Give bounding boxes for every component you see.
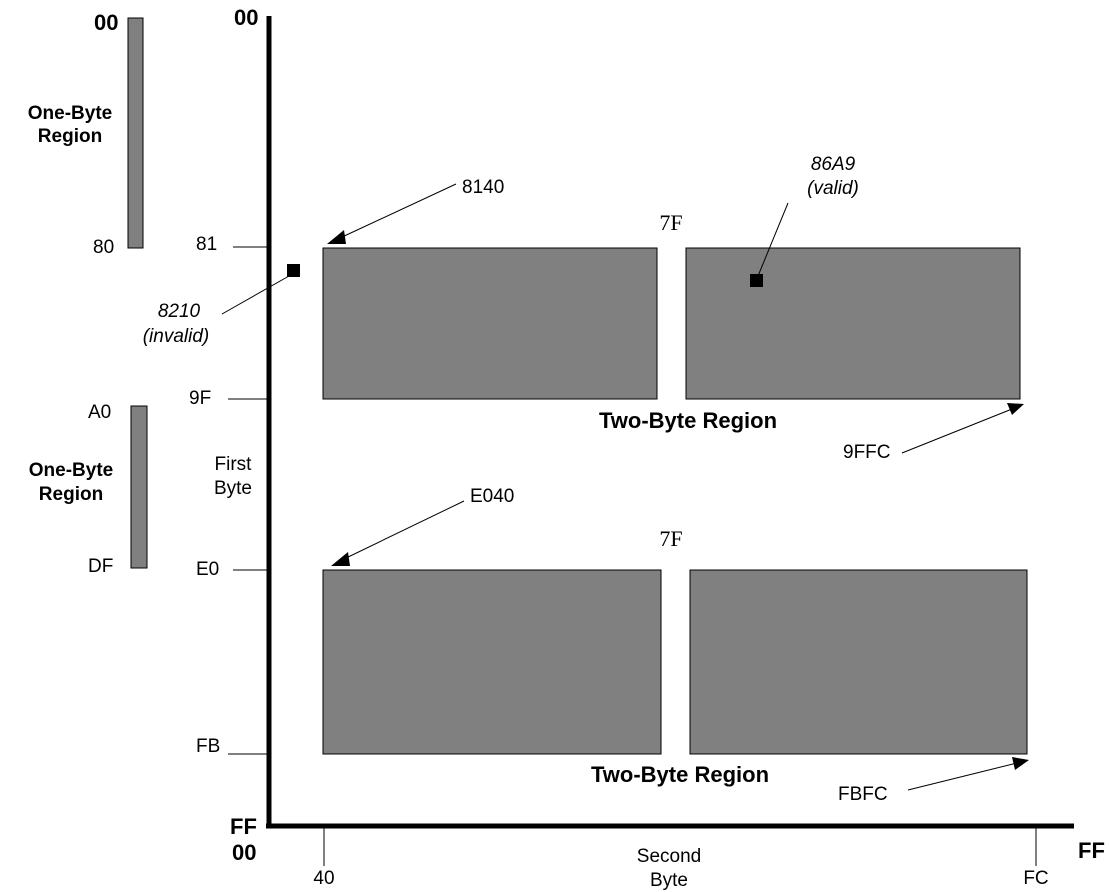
x-axis-origin-label: 00 bbox=[232, 840, 256, 865]
x-axis-title-line2: Byte bbox=[650, 870, 688, 891]
label-fbfc: FBFC bbox=[838, 784, 888, 805]
valid-point-code: 86A9 bbox=[811, 154, 856, 175]
arrow-8140-line bbox=[339, 183, 457, 239]
arrow-fbfc-head bbox=[1012, 757, 1029, 770]
two-byte-lower-right-block bbox=[689, 569, 1028, 755]
y-tick-label-9f: 9F bbox=[189, 388, 211, 409]
arrow-fbfc-line bbox=[907, 762, 1018, 791]
two-byte-lower-left-block bbox=[322, 569, 662, 755]
one-byte-upper-label-line1: One-Byte bbox=[28, 103, 112, 124]
invalid-point-marker bbox=[287, 264, 300, 277]
y-tick-label-e0: E0 bbox=[196, 559, 219, 580]
lower-gap-label-7f: 7F bbox=[659, 526, 682, 551]
label-e040: E040 bbox=[470, 486, 514, 507]
upper-two-byte-region-label: Two-Byte Region bbox=[599, 408, 777, 433]
one-byte-upper-bottom-label: 80 bbox=[93, 237, 114, 258]
arrow-8140-head bbox=[327, 230, 346, 244]
upper-gap-label-7f: 7F bbox=[659, 210, 682, 235]
x-tick-label-fc: FC bbox=[1023, 868, 1048, 889]
two-byte-upper-right-block bbox=[685, 247, 1021, 400]
valid-point-marker bbox=[750, 274, 763, 287]
label-8140: 8140 bbox=[462, 177, 504, 198]
x-tick-label-40: 40 bbox=[313, 868, 334, 889]
valid-point-status: (valid) bbox=[807, 178, 859, 199]
one-byte-upper-label-line2: Region bbox=[38, 126, 102, 147]
one-byte-region-lower-bar bbox=[130, 405, 148, 569]
arrow-9ffc-line bbox=[901, 408, 1013, 454]
y-axis-title-line1: First bbox=[215, 454, 253, 475]
x-axis-end-label: FF bbox=[1078, 838, 1105, 863]
y-tick-label-81: 81 bbox=[196, 234, 217, 255]
arrow-e040-head bbox=[331, 552, 350, 566]
y-axis-origin-label: 00 bbox=[234, 5, 258, 30]
one-byte-lower-bottom-label: DF bbox=[88, 556, 113, 577]
invalid-point-status: (invalid) bbox=[143, 326, 210, 347]
label-9ffc: 9FFC bbox=[843, 442, 891, 463]
y-axis-title-line2: Byte bbox=[214, 478, 252, 499]
arrow-9ffc-head bbox=[1007, 403, 1024, 415]
lower-two-byte-region-label: Two-Byte Region bbox=[591, 762, 769, 787]
one-byte-upper-top-label: 00 bbox=[94, 10, 118, 35]
x-axis-title-line1: Second bbox=[637, 846, 701, 867]
invalid-point-code: 8210 bbox=[158, 301, 201, 322]
two-byte-upper-left-block bbox=[322, 247, 658, 400]
one-byte-lower-top-label: A0 bbox=[88, 402, 111, 423]
one-byte-region-upper-bar bbox=[127, 17, 144, 249]
one-byte-lower-label-line2: Region bbox=[39, 484, 103, 505]
arrow-e040-line bbox=[343, 500, 465, 560]
y-tick-label-fb: FB bbox=[196, 736, 220, 757]
invalid-point-leader bbox=[221, 275, 290, 315]
y-axis-end-label: FF bbox=[230, 814, 257, 839]
one-byte-lower-label-line1: One-Byte bbox=[29, 460, 113, 481]
valid-point-leader bbox=[757, 202, 789, 277]
